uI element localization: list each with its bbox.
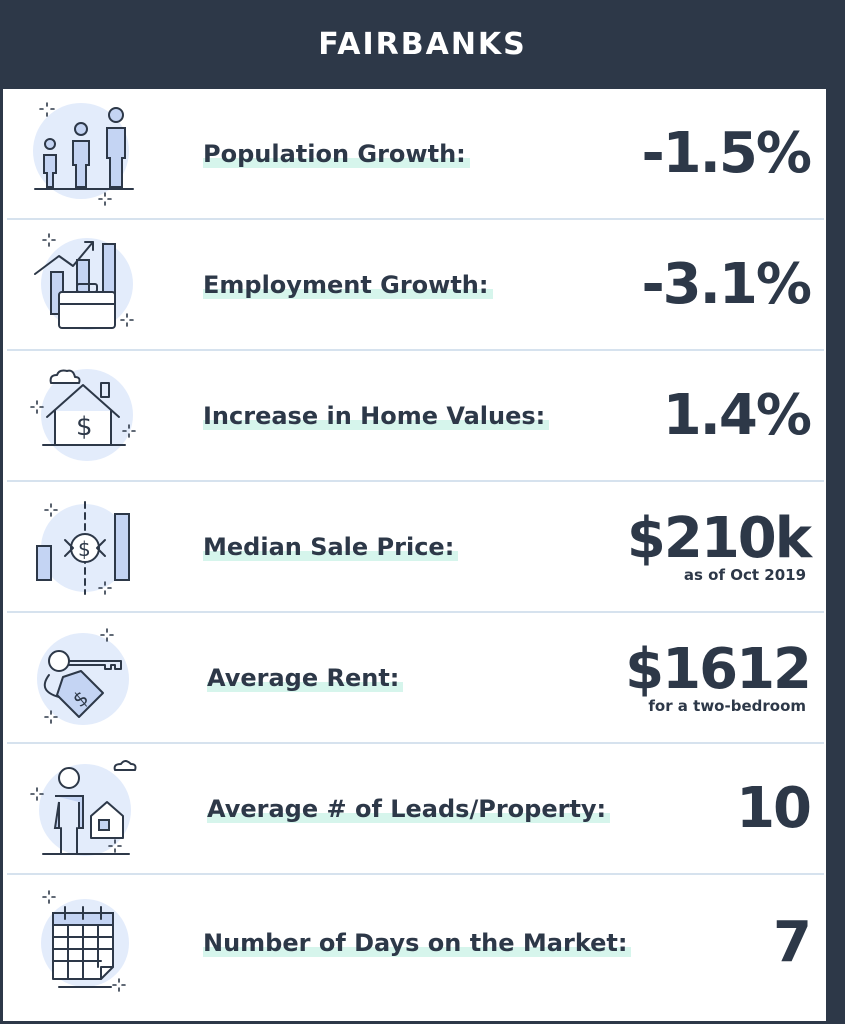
stat-label: Number of Days on the Market: — [203, 929, 632, 957]
stat-value: 7 — [773, 910, 812, 975]
svg-text:$: $ — [78, 537, 91, 561]
stat-value: -3.1% — [641, 251, 812, 317]
stat-value-group: 1.4% — [662, 382, 812, 448]
stat-value-group: -1.5% — [641, 120, 812, 186]
stat-value-group: $210k as of Oct 2019 — [626, 505, 812, 584]
stat-value: 10 — [736, 775, 812, 841]
stat-value-group: 7 — [773, 910, 812, 975]
svg-text:$: $ — [76, 412, 93, 442]
stat-note: for a two-bedroom — [648, 696, 806, 715]
stat-row-median-sale-price: $ Median Sale Price: $210k as of Oct 201… — [7, 482, 824, 613]
person-house-icon — [30, 760, 137, 856]
price-bars-icon: $ — [36, 501, 130, 595]
stat-row-population-growth: Population Growth: -1.5% — [7, 89, 824, 220]
briefcase-chart-icon — [34, 233, 134, 330]
stat-row-average-rent: $ Average Rent: $1612 for a two-bedroom — [7, 613, 824, 744]
stat-label: Average Rent: — [207, 663, 404, 692]
stat-note: as of Oct 2019 — [683, 565, 806, 584]
key-tag-icon: $ — [37, 628, 129, 725]
sparkle-icon — [39, 102, 55, 117]
family-icon — [33, 102, 134, 206]
stat-label: Average # of Leads/Property: — [207, 794, 611, 823]
stat-value-group: $1612 for a two-bedroom — [625, 636, 812, 715]
stat-row-employment-growth: Employment Growth: -3.1% — [7, 220, 824, 351]
stat-row-home-values: $ Increase in Home Values: 1.4% — [7, 351, 824, 482]
house-dollar-icon: $ — [30, 369, 136, 461]
stat-label: Increase in Home Values: — [203, 401, 550, 430]
stat-row-average-leads: Average # of Leads/Property: 10 — [7, 744, 824, 875]
stat-value: $210k — [626, 505, 812, 571]
stat-value: $1612 — [625, 636, 812, 702]
stat-label: Employment Growth: — [203, 270, 493, 299]
stat-value: -1.5% — [641, 120, 812, 186]
stat-label: Population Growth: — [203, 139, 470, 168]
calendar-icon — [41, 890, 129, 992]
city-title: FAIRBANKS — [318, 27, 527, 62]
stat-value-group: 10 — [736, 775, 812, 841]
stat-value: 1.4% — [662, 382, 812, 448]
stat-value-group: -3.1% — [641, 251, 812, 317]
stat-row-days-on-market: Number of Days on the Market: 7 — [7, 875, 824, 1011]
stat-label: Median Sale Price: — [203, 532, 459, 561]
stats-list: Population Growth: -1.5% Employment Grow… — [3, 89, 826, 1021]
